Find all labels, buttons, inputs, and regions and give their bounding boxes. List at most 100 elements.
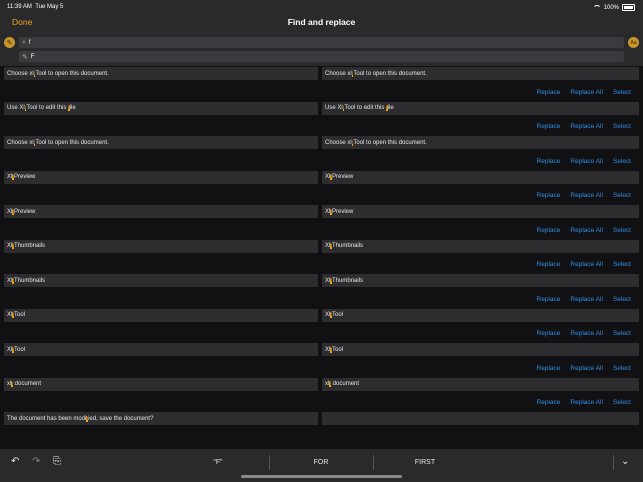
select-button[interactable]: Select — [612, 330, 631, 337]
replace-all-button[interactable]: Replace All — [570, 192, 603, 199]
battery-percent: 100% — [603, 4, 619, 11]
match-highlight: f — [342, 105, 345, 111]
result-text: Choose xl — [325, 139, 352, 146]
wifi-icon — [592, 5, 601, 10]
original-text-cell[interactable]: Use Xl f Tool to edit this f ile — [4, 101, 318, 115]
select-button[interactable]: Select — [612, 399, 631, 406]
replace-field[interactable]: ✎ F — [19, 51, 624, 62]
replace-button[interactable]: Replace — [536, 261, 561, 268]
select-button[interactable]: Select — [612, 226, 631, 234]
find-input[interactable]: f — [28, 39, 31, 46]
replacement-text-cell[interactable] — [322, 412, 639, 425]
replace-all-button[interactable]: Replace All — [570, 88, 603, 96]
original-text-cell[interactable]: Xl f Preview — [4, 205, 318, 218]
result-text: Tool — [14, 346, 26, 353]
undo-icon[interactable]: ↶ — [11, 456, 20, 467]
search-area: ✎ ⌕ f ✎ F Aa — [0, 32, 643, 66]
replacement-text-cell[interactable]: Choose xl f Tool to open this document. — [322, 136, 639, 149]
replace-button[interactable]: Replace — [536, 295, 561, 303]
pencil-icon[interactable]: ✎ — [4, 37, 15, 48]
suggestion-3[interactable]: FIRST — [414, 459, 436, 466]
match-highlight: f — [351, 139, 354, 146]
replace-button[interactable]: Replace — [536, 157, 561, 165]
replace-button[interactable]: Replace — [536, 226, 561, 234]
replacement-text-cell[interactable]: Xl f Tool — [322, 308, 639, 322]
select-button[interactable]: Select — [612, 192, 631, 199]
original-text-cell[interactable]: The document has been modi f ied, save the… — [4, 412, 318, 425]
select-button[interactable]: Select — [612, 88, 631, 96]
match-highlight: f — [330, 312, 333, 318]
replace-input[interactable]: F — [30, 53, 35, 60]
replacement-text-cell[interactable]: Xl f Preview — [322, 170, 639, 184]
replace-all-button[interactable]: Replace All — [570, 399, 603, 406]
replacement-text-cell[interactable]: Xl f Thumbnails — [322, 274, 639, 287]
select-button[interactable]: Select — [612, 295, 631, 303]
replacement-text-cell[interactable]: Xl f Preview — [322, 205, 639, 218]
match-highlight: f — [330, 243, 333, 249]
original-text-cell[interactable]: Xl f Preview — [4, 170, 318, 184]
search-icon: ⌕ — [22, 38, 26, 46]
original-text-cell[interactable]: Xl f Thumbnails — [4, 274, 318, 287]
replace-all-button[interactable]: Replace All — [570, 330, 603, 337]
result-row: xl f document xl f document — [0, 377, 643, 393]
result-text: Tool to open this document. — [35, 70, 109, 77]
original-text-cell[interactable]: Choose xl f Tool to open this document. — [4, 136, 318, 149]
match-highlight: f — [12, 243, 15, 249]
chevron-down-icon[interactable]: ⌄ — [621, 456, 630, 467]
replace-all-button[interactable]: Replace All — [570, 157, 603, 165]
original-text-cell[interactable]: Xl f Tool — [4, 343, 318, 356]
suggestion-1[interactable]: “F” — [213, 459, 223, 466]
result-text: Tool to edit this — [344, 105, 387, 111]
replace-all-button[interactable]: Replace All — [570, 226, 603, 234]
done-button[interactable]: Done — [12, 17, 33, 27]
find-field[interactable]: ⌕ f — [19, 37, 624, 48]
suggestion-2[interactable]: FOR — [313, 459, 329, 466]
match-highlight: f — [330, 174, 333, 180]
replace-all-button[interactable]: Replace All — [570, 261, 603, 268]
clipboard-icon[interactable]: ⎘ — [53, 456, 61, 467]
replace-all-button[interactable]: Replace All — [570, 364, 603, 372]
match-case-button[interactable]: Aa — [628, 37, 639, 48]
result-text: Tool to open this document. — [35, 139, 109, 146]
result-actions: Replace Replace All Select — [0, 255, 643, 275]
match-highlight: f — [330, 208, 333, 215]
original-text-cell[interactable]: Choose xl f Tool to open this document. — [4, 67, 318, 80]
select-button[interactable]: Select — [612, 123, 631, 130]
replacement-text-cell[interactable]: Choose xl f Tool to open this document. — [322, 67, 639, 80]
result-text: xl — [7, 381, 12, 387]
replace-all-button[interactable]: Replace All — [570, 295, 603, 303]
result-text: The document has been modi — [7, 415, 87, 422]
select-button[interactable]: Select — [612, 364, 631, 372]
replacement-text-cell[interactable]: Use Xl f Tool to edit this f ile — [322, 101, 639, 115]
match-highlight: f — [33, 70, 36, 77]
replace-button[interactable]: Replace — [536, 123, 561, 130]
result-actions: Replace Replace All Select — [0, 358, 643, 378]
result-text: Tool — [332, 312, 344, 318]
original-text-cell[interactable]: Xl f Tool — [4, 308, 318, 322]
replace-button[interactable]: Replace — [536, 364, 561, 372]
replace-button[interactable]: Replace — [536, 399, 561, 406]
original-text-cell[interactable]: xl f document — [4, 377, 318, 391]
redo-icon[interactable]: ↷ — [32, 456, 41, 467]
replacement-text-cell[interactable]: xl f document — [322, 377, 639, 391]
replace-button[interactable]: Replace — [536, 192, 561, 199]
match-highlight: f — [24, 105, 27, 111]
status-bar: 11:39 AM Tue May 5 100% — [0, 0, 643, 13]
replacement-text-cell[interactable]: Xl f Tool — [322, 343, 639, 356]
replacement-text-cell[interactable]: Xl f Thumbnails — [322, 239, 639, 253]
status-right: 100% — [592, 4, 635, 11]
divider — [373, 455, 374, 470]
replace-button[interactable]: Replace — [536, 88, 561, 96]
result-text: Preview — [14, 208, 36, 215]
match-highlight: f — [12, 208, 15, 215]
select-button[interactable]: Select — [612, 157, 631, 165]
select-button[interactable]: Select — [612, 261, 631, 268]
result-text: Xl — [325, 346, 331, 353]
result-text: Xl — [325, 243, 331, 249]
result-row: Xl f Tool Xl f Tool — [0, 343, 643, 358]
original-text-cell[interactable]: Xl f Thumbnails — [4, 239, 318, 253]
result-row: Choose xl f Tool to open this document. Cho… — [0, 67, 643, 82]
replace-button[interactable]: Replace — [536, 330, 561, 337]
replace-all-button[interactable]: Replace All — [570, 123, 603, 130]
result-text: Use Xl — [7, 105, 25, 111]
